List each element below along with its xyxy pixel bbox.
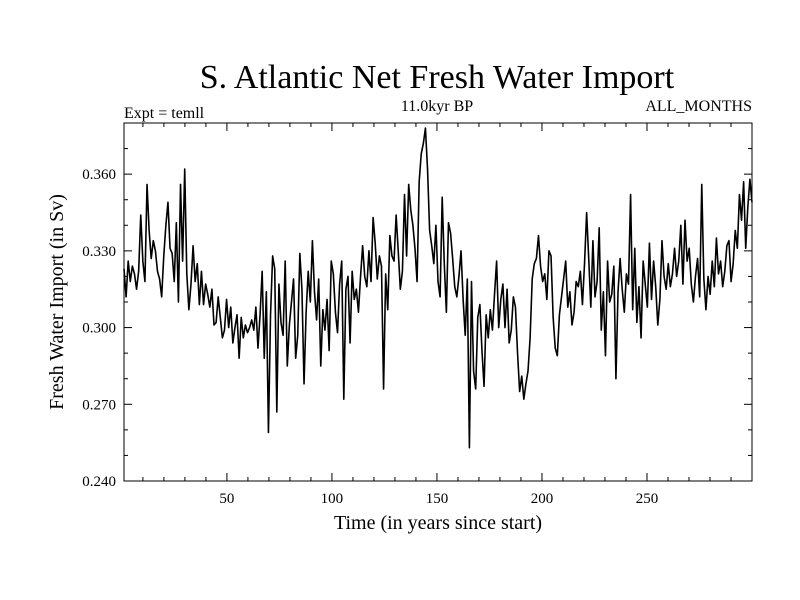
x-tick-label: 200 — [531, 491, 554, 507]
chart-title: S. Atlantic Net Fresh Water Import — [200, 59, 675, 96]
y-tick-label: 0.360 — [82, 167, 116, 183]
y-tick-label: 0.270 — [82, 397, 116, 413]
subtitle-experiment: Expt = temll — [124, 105, 205, 122]
y-tick-label: 0.240 — [82, 474, 116, 490]
subtitle-period: 11.0kyr BP — [401, 98, 473, 115]
subtitle-months: ALL_MONTHS — [645, 98, 752, 115]
y-tick-label: 0.300 — [82, 321, 116, 337]
x-axis-label: Time (in years since start) — [334, 512, 542, 534]
y-tick-label: 0.330 — [82, 244, 116, 260]
x-tick-label: 150 — [426, 491, 449, 507]
x-tick-label: 50 — [219, 491, 234, 507]
x-tick-label: 100 — [321, 491, 344, 507]
y-axis: 0.240 0.270 0.300 0.330 0.360 — [82, 122, 752, 490]
x-axis: 50 100 150 200 250 — [142, 123, 753, 507]
y-axis-label: Fresh Water Import (in Sv) — [46, 194, 68, 410]
x-tick-label: 250 — [636, 491, 659, 507]
series-line — [123, 127, 753, 449]
